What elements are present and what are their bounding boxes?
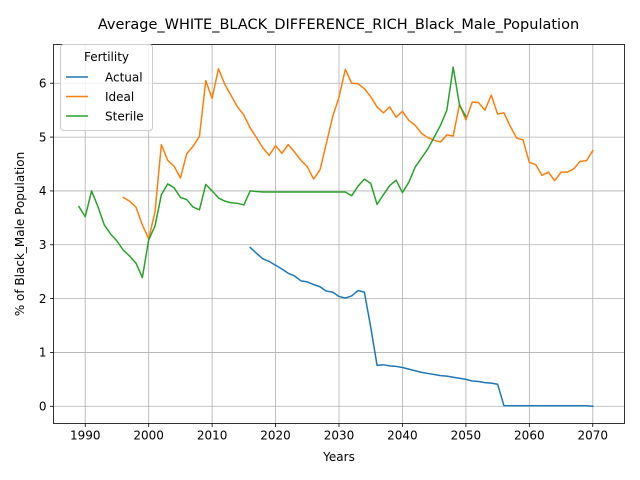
x-tick-label: 2000 (133, 429, 164, 443)
x-tick-label: 2050 (451, 429, 482, 443)
legend-box (60, 44, 153, 131)
x-tick-label: 2030 (324, 429, 355, 443)
x-tick-label: 1990 (70, 429, 101, 443)
y-tick-label: 6 (39, 77, 47, 91)
y-tick-label: 3 (39, 238, 47, 252)
y-axis: 0 1 2 3 4 5 6 (39, 77, 54, 414)
legend-label-actual: Actual (105, 70, 143, 84)
legend-label-ideal: Ideal (105, 90, 134, 104)
x-tick-label: 2010 (197, 429, 228, 443)
y-tick-label: 2 (39, 292, 47, 306)
legend-items: Actual Ideal Sterile (66, 70, 144, 123)
x-tick-label: 2020 (260, 429, 291, 443)
series-line-ideal (122, 67, 594, 240)
x-tick-label: 2040 (387, 429, 418, 443)
legend-title: Fertility (84, 50, 129, 64)
chart-title: Average_WHITE_BLACK_DIFFERENCE_RICH_Blac… (98, 17, 579, 33)
series-layer (77, 66, 594, 408)
y-tick-label: 0 (39, 400, 47, 414)
legend-label-sterile: Sterile (105, 109, 144, 123)
y-tick-label: 5 (39, 130, 47, 144)
y-tick-label: 1 (39, 346, 47, 360)
series-line-actual (249, 246, 594, 408)
x-tick-label: 2060 (514, 429, 545, 443)
x-axis-label: Years (322, 450, 355, 464)
series-line-sterile (77, 66, 467, 279)
y-axis-label: % of Black_Male Population (13, 152, 27, 316)
legend: Fertility Actual Ideal Sterile (60, 44, 153, 131)
x-tick-label: 2070 (578, 429, 609, 443)
y-tick-label: 4 (39, 184, 47, 198)
x-axis: 1990 2000 2010 2020 2030 2040 2050 2060 2070 (70, 423, 609, 443)
